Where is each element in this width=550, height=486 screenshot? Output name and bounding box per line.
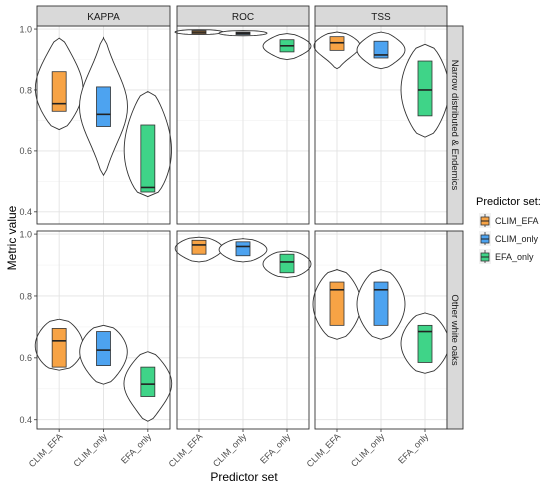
facet-strip (176, 5, 310, 27)
x-tick-label: CLIM_EFA (27, 431, 65, 469)
box (417, 60, 433, 117)
box (191, 239, 207, 255)
box (235, 241, 251, 257)
facet-strip (446, 230, 464, 430)
facet-strip (36, 5, 171, 27)
box (96, 331, 111, 366)
panels-layer (34, 25, 450, 430)
box (329, 281, 345, 326)
y-tick-label: 1.0 (19, 229, 32, 239)
box (51, 328, 67, 368)
legend-entry-label: CLIM_only (495, 234, 539, 244)
x-axis-title: Predictor set (210, 470, 278, 484)
legend-title: Predictor set: (476, 196, 541, 208)
x-tick-label: CLIM_EFA (305, 431, 343, 469)
x-tick-label: CLIM_EFA (167, 431, 205, 469)
box (279, 253, 295, 274)
y-tick-label: 1.0 (19, 24, 32, 34)
box (96, 86, 111, 127)
y-tick-label: 0.6 (19, 146, 32, 156)
facet-strip (446, 25, 464, 225)
x-tick-label: EFA_only (258, 431, 293, 466)
y-tick-label: 0.4 (19, 207, 32, 217)
legend-entry-label: EFA_only (495, 252, 534, 262)
x-tick-label: CLIM_only (349, 431, 387, 469)
x-axes: CLIM_EFA CLIM_only EFA_only CLIM_EFA CLIM_on… (27, 429, 431, 469)
facet-strip (314, 5, 448, 27)
facet-strip-label: Narrow distributed & Endemics (449, 60, 460, 191)
x-tick-label: EFA_only (119, 431, 154, 466)
facet-strip-label: ROC (232, 12, 254, 23)
facet-strip-label: TSS (371, 12, 391, 23)
y-axes: 0.4 0.6 0.8 1.0 0.4 0.6 0.8 1.0 (19, 24, 37, 425)
box (140, 124, 156, 193)
facet-strip-label: Other white oaks (449, 294, 460, 366)
facet-strip-label: KAPPA (87, 12, 120, 23)
facet-strips: KAPPA ROC TSS Narrow distributed & Endemics… (36, 5, 464, 430)
y-tick-label: 0.6 (19, 353, 32, 363)
box (373, 281, 389, 326)
y-tick-label: 0.8 (19, 291, 32, 301)
legend: Predictor set: CLIM_EFA CLIM_only EFA_only (476, 196, 541, 264)
y-tick-label: 0.8 (19, 85, 32, 95)
box (51, 71, 67, 112)
box (373, 40, 389, 59)
x-tick-label: EFA_only (396, 431, 431, 466)
x-tick-label: CLIM_only (211, 431, 249, 469)
x-tick-label: CLIM_only (71, 431, 109, 469)
y-tick-label: 0.4 (19, 415, 32, 425)
y-axis-title: Metric value (5, 205, 19, 270)
box (140, 366, 156, 397)
box (417, 324, 433, 363)
legend-entry-label: CLIM_EFA (495, 216, 539, 226)
